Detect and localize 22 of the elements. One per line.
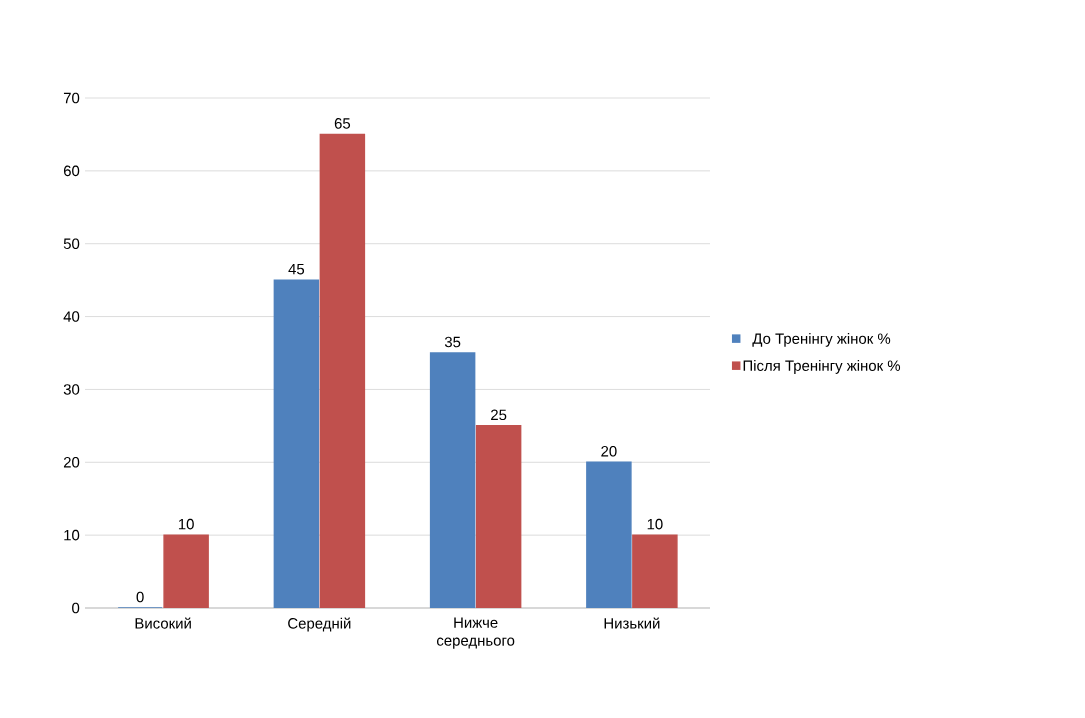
- data-label: 45: [288, 263, 305, 275]
- y-tick-label: 40: [63, 311, 80, 322]
- data-label: 0: [136, 591, 144, 603]
- data-label: 65: [334, 118, 351, 129]
- data-label: 35: [444, 336, 461, 348]
- y-tick-label: 50: [63, 238, 80, 249]
- x-tick-label: Низький: [604, 617, 660, 629]
- y-tick-label: 10: [64, 529, 80, 541]
- data-label: 20: [601, 445, 617, 457]
- legend-label: До Тренінгу жінок %: [752, 332, 891, 347]
- y-tick-label: 0: [72, 602, 80, 614]
- legend-label: Після Тренінгу жінок %: [743, 359, 901, 374]
- y-tick-label: 30: [63, 384, 80, 395]
- x-tick-label: Високий: [135, 617, 191, 629]
- y-tick-label: 20: [63, 456, 80, 468]
- data-label: 10: [178, 518, 194, 530]
- data-label: 25: [491, 409, 507, 421]
- y-tick-label: 60: [63, 165, 80, 177]
- x-tick-label: Нижче середнього: [436, 617, 515, 649]
- data-label: 10: [647, 518, 663, 530]
- y-tick-label: 70: [63, 92, 80, 104]
- x-tick-label: Середній: [288, 617, 351, 632]
